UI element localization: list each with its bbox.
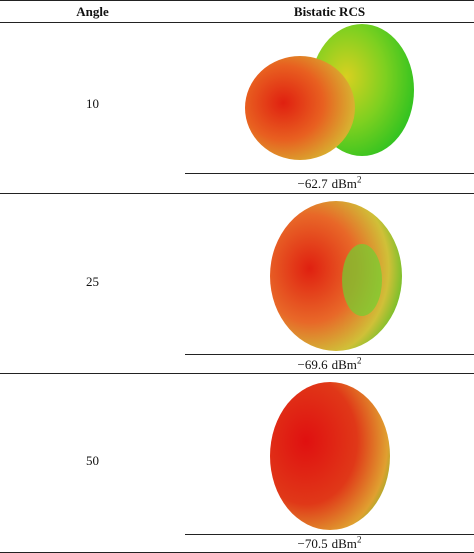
rcs-power: 2 (356, 174, 362, 185)
header-cell: Bistatic RCS (293, 4, 366, 19)
rcs-caption: −70.5 dBm2 (185, 534, 474, 552)
rcs-power: 2 (356, 355, 362, 366)
caption-rule (185, 534, 474, 535)
rcs-value: −69.6 (297, 357, 328, 372)
rcs-power: 2 (356, 534, 362, 545)
top-rule (0, 0, 474, 1)
rcs-unit: dBm (331, 536, 357, 551)
angle-cell: 50 (86, 453, 99, 468)
angle-cell: 25 (86, 274, 99, 289)
rcs-caption: −69.6 dBm2 (185, 355, 474, 373)
row-rule (0, 373, 474, 374)
header-cell: Angle (76, 4, 109, 19)
rcs-unit: dBm (331, 357, 357, 372)
rcs-value: −70.5 (297, 536, 328, 551)
rcs-unit: dBm (331, 176, 357, 191)
header-rule (0, 22, 474, 23)
rcs-caption: −62.7 dBm2 (185, 174, 474, 192)
angle-cell: 10 (86, 96, 99, 111)
row-rule (0, 193, 474, 194)
rcs-value: −62.7 (297, 176, 328, 191)
caption-rule (185, 354, 474, 355)
caption-rule (185, 173, 474, 174)
